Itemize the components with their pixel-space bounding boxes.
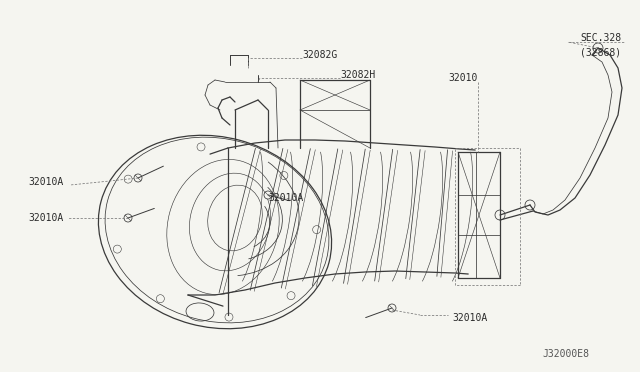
Text: 32082G: 32082G xyxy=(302,50,337,60)
Text: 32010A: 32010A xyxy=(28,177,63,187)
Text: (32868): (32868) xyxy=(580,47,621,57)
Text: 32010A: 32010A xyxy=(268,193,303,203)
Text: 32082H: 32082H xyxy=(340,70,375,80)
Ellipse shape xyxy=(388,304,396,312)
Text: SEC.328: SEC.328 xyxy=(580,33,621,43)
Text: J32000E8: J32000E8 xyxy=(542,349,589,359)
Text: 32010A: 32010A xyxy=(28,213,63,223)
Ellipse shape xyxy=(124,214,132,222)
Ellipse shape xyxy=(264,191,272,199)
Text: 32010A: 32010A xyxy=(452,313,487,323)
Text: 32010: 32010 xyxy=(448,73,477,83)
Ellipse shape xyxy=(134,174,142,182)
